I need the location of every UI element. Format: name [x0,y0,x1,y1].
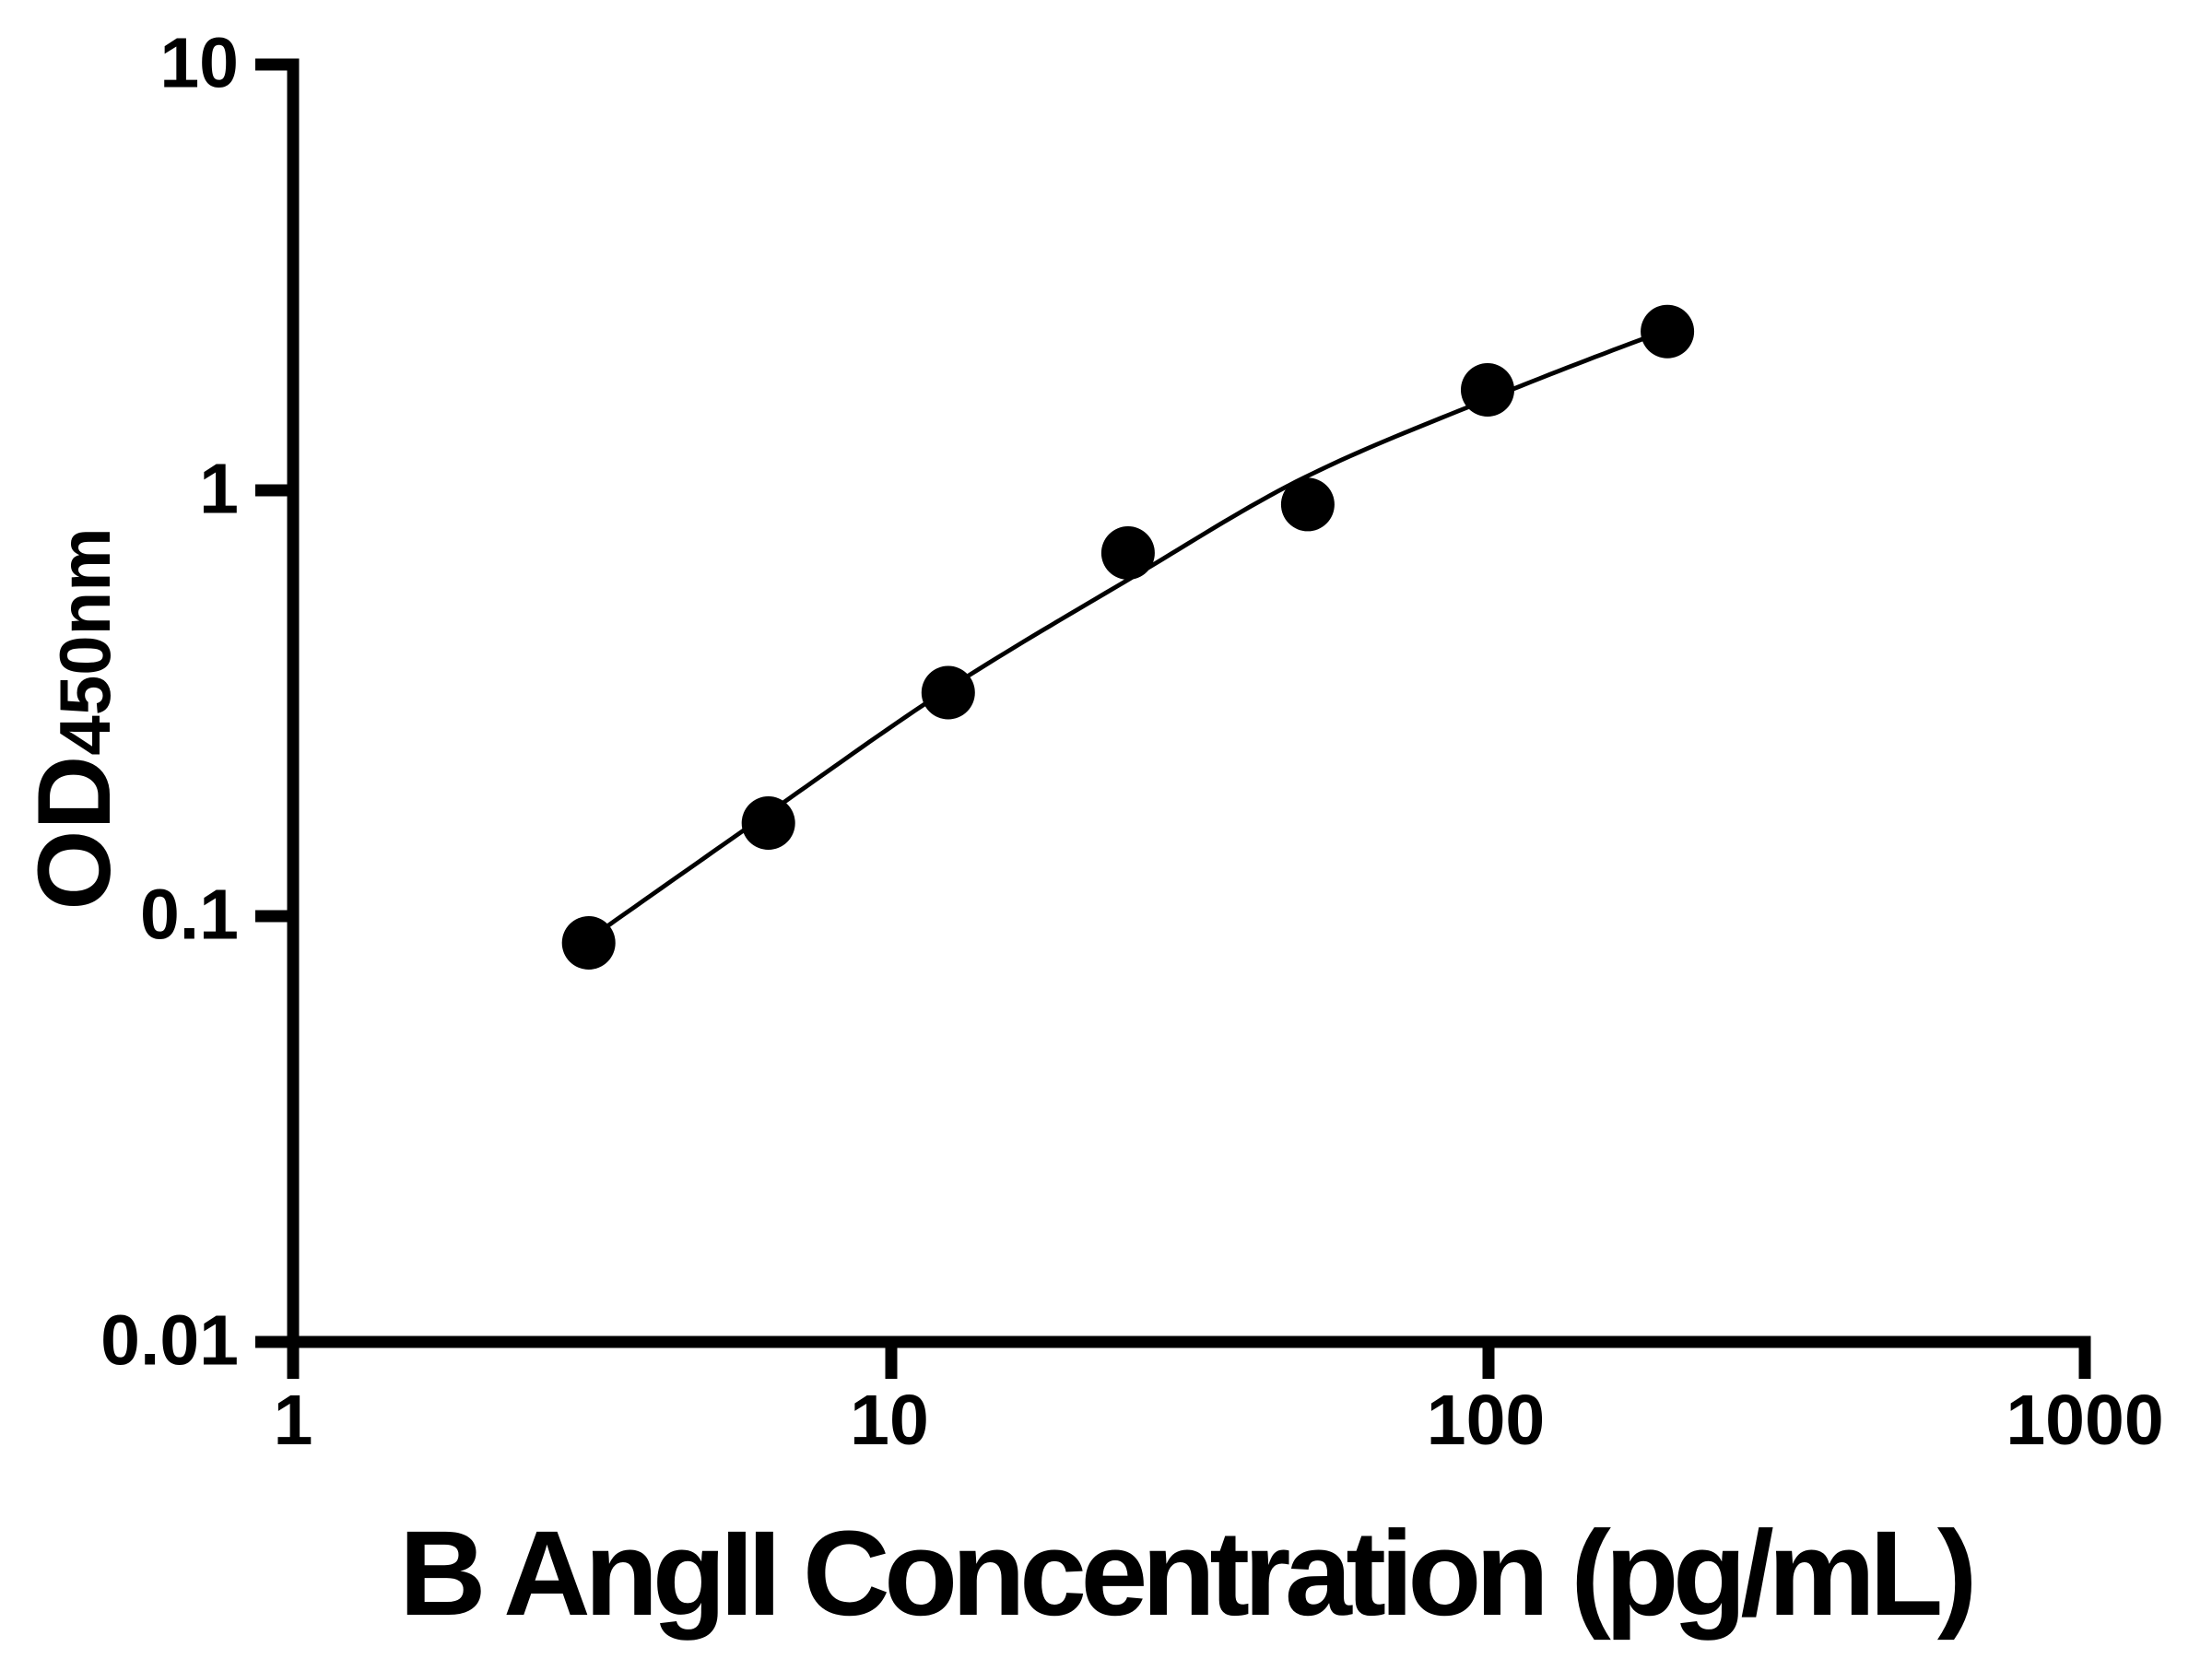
svg-text:100: 100 [1427,1381,1545,1460]
svg-text:10: 10 [159,24,239,103]
svg-text:1: 1 [199,450,239,529]
svg-text:0.1: 0.1 [140,876,239,955]
svg-text:OD450nm: OD450nm [17,527,132,910]
svg-text:0.01: 0.01 [100,1301,239,1381]
svg-text:1: 1 [274,1381,313,1460]
svg-text:1000: 1000 [2006,1381,2163,1460]
svg-text:10: 10 [850,1381,929,1460]
svg-text:B AngII Concentration (pg/mL): B AngII Concentration (pg/mL) [399,1505,1972,1641]
